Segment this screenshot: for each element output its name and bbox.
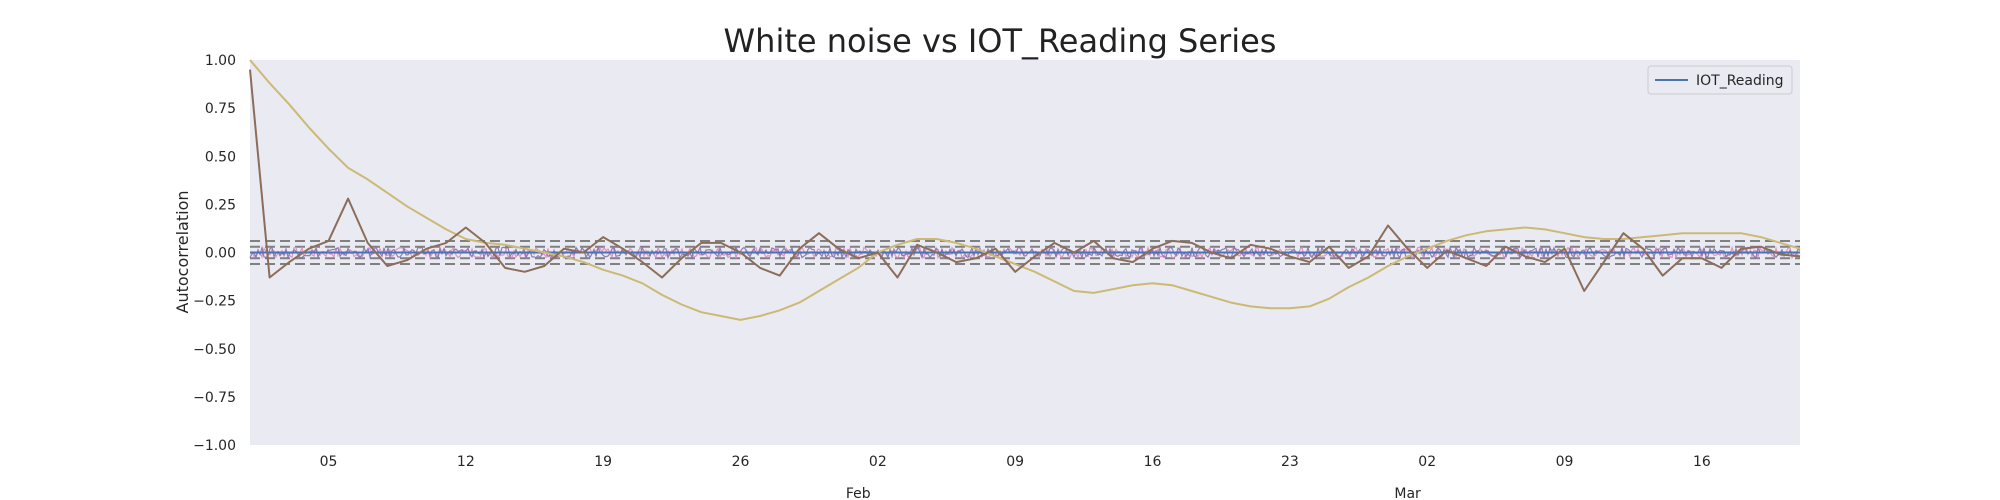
x-tick-label: 05 (320, 454, 338, 470)
series-group (249, 59, 1801, 321)
y-tick-label: 0.00 (205, 246, 236, 262)
y-tick-label: −1.00 (193, 438, 236, 454)
y-axis-label: Autocorrelation (173, 191, 192, 314)
legend-box (1647, 65, 1793, 95)
x-tick-label: 16 (1693, 454, 1711, 470)
x-tick-label: 02 (1418, 454, 1436, 470)
x-major-label: Mar (1394, 486, 1421, 500)
x-tick-label: 26 (732, 454, 750, 470)
x-ticks: 05 12 19 26 02 09 16 23 02 09 16 Feb Mar (320, 454, 1711, 500)
y-ticks: −1.00 −0.75 −0.50 −0.25 0.00 0.25 0.50 0.75 1.00 (193, 53, 236, 454)
series-line-2 (249, 69, 1801, 292)
x-tick-label: 09 (1006, 454, 1024, 470)
y-tick-label: 0.25 (205, 197, 236, 213)
y-tick-label: 1.00 (205, 53, 236, 69)
white-noise-line (249, 245, 1801, 261)
x-tick-label: 12 (457, 454, 475, 470)
y-tick-label: −0.25 (193, 294, 236, 310)
x-tick-label: 19 (594, 454, 612, 470)
x-tick-label: 16 (1144, 454, 1162, 470)
x-tick-label: 02 (869, 454, 887, 470)
y-tick-label: 0.75 (205, 101, 236, 117)
x-tick-label: 23 (1281, 454, 1299, 470)
legend-label-iot-reading: IOT_Reading (1696, 73, 1784, 89)
chart-title: White noise vs IOT_Reading Series (724, 22, 1277, 60)
y-tick-label: −0.50 (193, 342, 236, 358)
series-line-1 (249, 59, 1801, 321)
y-tick-label: −0.75 (193, 390, 236, 406)
x-tick-label: 09 (1556, 454, 1574, 470)
y-tick-label: 0.50 (205, 149, 236, 165)
legend: IOT_Reading (1647, 65, 1793, 95)
x-major-label: Feb (846, 486, 871, 500)
